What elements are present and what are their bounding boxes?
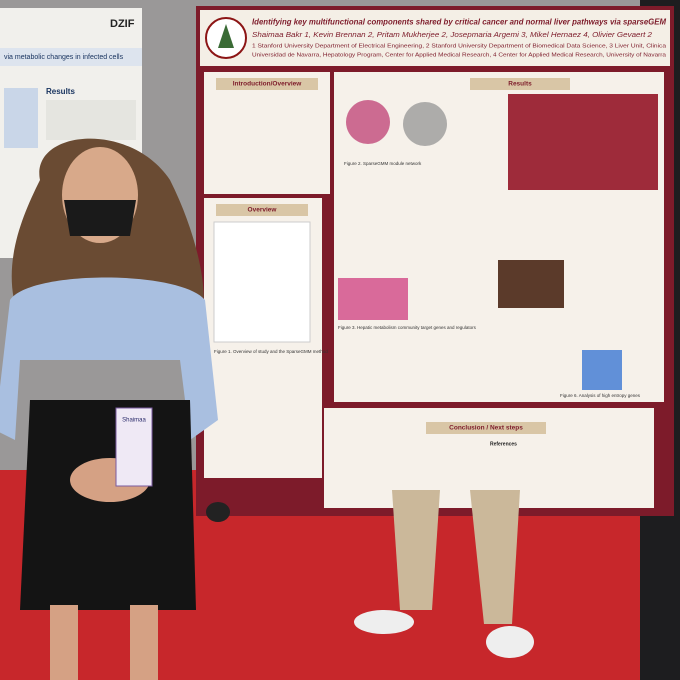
legs: [470, 490, 520, 624]
affiliation: 1 Stanford University Department of Elec…: [252, 43, 666, 49]
logo: DZIF: [110, 18, 135, 30]
heading: Results: [46, 87, 75, 96]
table: [508, 94, 658, 190]
network-figure: [403, 102, 447, 146]
mask: [64, 200, 136, 236]
caption: Figure 1. Overview of study and the Spar…: [214, 349, 328, 354]
badge-name: Shaimaa: [122, 418, 146, 424]
leg: [50, 605, 78, 680]
badge: [115, 407, 153, 487]
figure: [4, 88, 38, 148]
text-block: [46, 100, 136, 140]
shoe: [486, 626, 534, 658]
leg: [130, 605, 158, 680]
section-title: Conclusion / Next steps: [449, 425, 523, 432]
title-band: [200, 10, 670, 66]
histogram: [582, 350, 622, 390]
section-title: Introduction/Overview: [233, 81, 303, 88]
network-figure: [346, 100, 390, 144]
tree: [218, 24, 234, 48]
section-title: Results: [508, 81, 532, 88]
affiliation: Universidad de Navarra, Hepatology Progr…: [252, 52, 666, 58]
section-title: Overview: [248, 207, 278, 214]
band: [0, 48, 142, 66]
heatmap: [338, 278, 408, 320]
heatmap: [498, 260, 564, 308]
poster-title: Identifying key multifunctional componen…: [252, 16, 667, 26]
shirt: [0, 277, 218, 440]
caption: Figure 2. SparseGMM module network: [344, 161, 422, 166]
references: References: [490, 441, 517, 447]
subtitle: via metabolic changes in infected cells: [4, 54, 124, 61]
skirt: [20, 400, 196, 610]
authors: Shaimaa Bakr 1, Kevin Brennan 2, Pritam …: [252, 32, 652, 39]
shoe: [206, 502, 230, 522]
panel-header: [216, 204, 308, 216]
shoe: [354, 610, 414, 634]
panel-header: [470, 78, 570, 90]
caption: Figure 3. Hepatic metabolism community t…: [338, 325, 477, 330]
figure: [213, 221, 311, 343]
legs: [392, 490, 440, 610]
panel-header: [426, 422, 546, 434]
caption: Figure 6. Analysis of high entropy genes: [560, 393, 641, 398]
panel-header: [216, 78, 318, 90]
panel: [204, 72, 330, 194]
